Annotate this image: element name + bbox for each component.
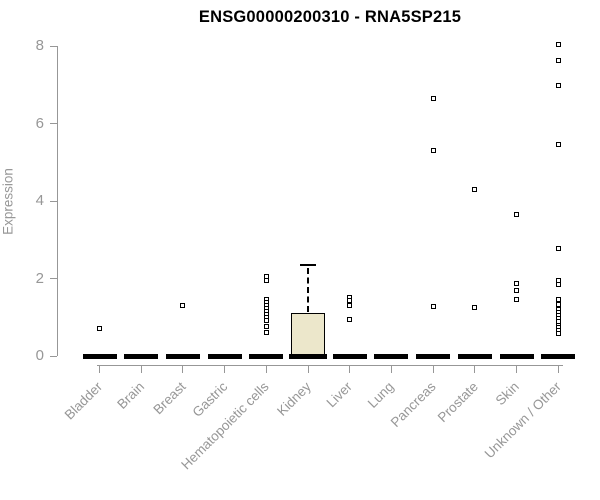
outlier-point: [555, 277, 561, 283]
y-axis-tick: [50, 200, 57, 202]
outlier-point: [555, 58, 561, 64]
outlier-point: [430, 95, 436, 101]
outlier-point: [514, 287, 519, 293]
y-axis-tick: [50, 45, 57, 47]
outlier-point: [472, 305, 478, 311]
y-axis-tick: [50, 278, 57, 279]
x-axis-tick: [224, 366, 226, 373]
x-category-label-text: Skin: [492, 379, 523, 409]
chart-title: ENSG00000200310 - RNA5SP215: [198, 8, 462, 26]
median-bar: [289, 353, 327, 359]
y-tick-label: 2: [35, 269, 44, 287]
median-bar: [165, 353, 200, 359]
median-bar: [416, 353, 451, 359]
outlier-point: [555, 282, 561, 288]
upper-whisker: [307, 267, 309, 313]
median-bar: [82, 353, 117, 359]
outlier-point: [555, 141, 561, 147]
x-axis-tick: [390, 366, 392, 373]
y-axis-tick: [50, 123, 57, 124]
x-category-label-text: Bladder: [61, 379, 106, 423]
x-category-label-text: Lung: [365, 379, 397, 411]
x-axis-tick: [140, 366, 142, 373]
x-axis-tick: [265, 366, 267, 373]
x-category-label-text: Pancreas: [387, 379, 439, 430]
upper-whisker-cap: [300, 263, 316, 266]
x-category-label-text: Liver: [323, 379, 356, 411]
median-bar: [249, 353, 284, 359]
outlier-point: [430, 303, 436, 309]
y-tick-label: 8: [35, 37, 44, 54]
median-bar: [124, 353, 159, 359]
outlier-point: [263, 277, 269, 283]
y-axis-tick: [50, 355, 57, 357]
outlier-point: [555, 41, 561, 47]
median-bar: [457, 353, 492, 359]
outlier-point: [347, 298, 353, 304]
outlier-point: [514, 212, 519, 218]
x-axis-tick: [474, 366, 476, 373]
x-axis-tick: [432, 366, 434, 373]
x-category-label-text: Breast: [150, 379, 189, 418]
y-tick-label: 4: [35, 192, 44, 209]
outlier-point: [180, 303, 186, 309]
x-axis-tick: [349, 366, 351, 373]
outlier-point: [430, 148, 436, 154]
x-category-label-text: Gastric: [189, 379, 231, 420]
outlier-point: [555, 297, 561, 303]
outlier-point: [347, 317, 353, 323]
outlier-point: [555, 330, 561, 336]
outlier-point: [263, 330, 269, 336]
outlier-point: [514, 297, 519, 303]
outlier-point: [555, 301, 561, 307]
outlier-point: [555, 83, 561, 89]
outlier-point: [97, 325, 102, 331]
x-category-label-text: Unknown / Other: [481, 379, 564, 462]
outlier-point: [514, 281, 519, 287]
y-tick-label: 0: [35, 347, 44, 364]
outlier-point: [263, 317, 269, 323]
median-bar: [541, 353, 576, 359]
x-category-label-text: Prostate: [434, 379, 481, 426]
x-axis-tick: [182, 366, 184, 373]
x-axis-tick: [516, 366, 517, 373]
box-kidney: [291, 313, 325, 356]
y-axis: [57, 46, 58, 356]
x-axis-tick: [557, 366, 559, 373]
median-bar: [374, 353, 409, 359]
x-axis: [97, 365, 563, 366]
median-bar: [499, 353, 534, 359]
outlier-point: [472, 186, 478, 192]
outlier-point: [555, 245, 561, 251]
x-axis-tick: [99, 366, 100, 373]
median-bar: [332, 353, 367, 359]
x-category-label-text: Brain: [113, 379, 147, 412]
outlier-point: [263, 323, 269, 329]
x-category-label-text: Kidney: [273, 379, 314, 419]
y-tick-label: 6: [35, 114, 44, 132]
outlier-point: [347, 303, 353, 309]
x-axis-tick: [307, 366, 309, 373]
median-bar: [207, 353, 242, 359]
